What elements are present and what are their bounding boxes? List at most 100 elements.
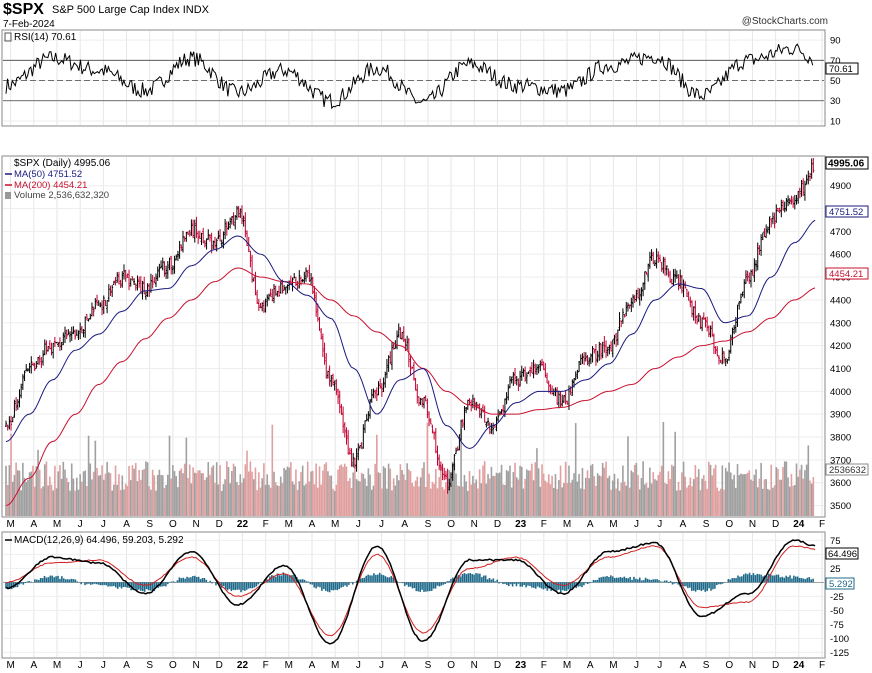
- volume-bar: [249, 461, 252, 516]
- macd-histogram-bar: [750, 575, 753, 583]
- macd-histogram-bar: [330, 582, 333, 591]
- price-value-badge-text: 4995.06: [828, 159, 865, 170]
- macd-histogram-bar: [332, 582, 335, 591]
- volume-bar: [428, 473, 430, 516]
- macd-histogram-bar: [240, 582, 242, 593]
- macd-histogram-bar: [62, 578, 65, 583]
- volume-bar: [585, 477, 587, 516]
- volume-bar: [200, 473, 203, 516]
- macd-histogram-bar: [621, 577, 624, 583]
- macd-histogram-bar: [434, 582, 437, 589]
- volume-bar: [357, 480, 360, 516]
- macd-histogram-bar: [806, 577, 809, 583]
- volume-bar: [502, 484, 505, 516]
- volume-bar: [141, 469, 144, 516]
- macd-histogram-bar: [20, 582, 23, 584]
- volume-bar: [301, 465, 304, 516]
- macd-histogram-bar: [592, 579, 595, 583]
- macd-histogram-bar: [299, 579, 302, 583]
- volume-bar: [564, 461, 567, 516]
- macd-histogram-bar: [371, 575, 373, 583]
- macd-legend: MACD(12,26,9) 64.496, 59.203, 5.292: [14, 535, 184, 546]
- volume-bar: [69, 490, 71, 516]
- volume-bar: [645, 482, 648, 516]
- x-tick-label: F: [263, 660, 269, 671]
- macd-histogram-bar: [37, 579, 40, 583]
- volume-bar: [300, 472, 302, 516]
- macd-histogram-bar: [12, 582, 15, 588]
- macd-histogram-bar: [234, 582, 237, 591]
- volume-bar: [499, 472, 501, 516]
- volume-bar: [573, 473, 575, 516]
- macd-histogram-bar: [459, 576, 462, 583]
- macd-tick-label: -25: [830, 592, 844, 603]
- volume-bar: [794, 484, 796, 516]
- macd-histogram-bar: [259, 581, 262, 583]
- volume-bar: [204, 479, 206, 516]
- ma200-value-badge-text: 4454.21: [829, 269, 863, 280]
- volume-bar: [436, 488, 439, 516]
- macd-histogram-bar: [785, 575, 787, 583]
- macd-histogram-bar: [253, 582, 256, 588]
- macd-histogram-bar: [215, 582, 217, 586]
- volume-bar: [197, 470, 199, 516]
- volume-bar: [146, 462, 149, 516]
- volume-bar: [526, 469, 528, 516]
- volume-bar: [325, 462, 328, 516]
- macd-histogram-bar: [802, 578, 805, 583]
- x-tick-label: J: [379, 660, 384, 671]
- macd-histogram-bar: [746, 574, 749, 583]
- macd-histogram-bar: [812, 578, 814, 583]
- macd-histogram-bar: [494, 581, 497, 583]
- price-legend: $SPX (Daily) 4995.06: [14, 158, 111, 169]
- volume-bar: [209, 474, 211, 516]
- volume-bar: [446, 478, 449, 516]
- x-tick-label: O: [169, 519, 177, 530]
- macd-histogram-bar: [290, 575, 292, 583]
- x-tick-label: 22: [237, 660, 249, 671]
- x-tick-label: 24: [793, 519, 805, 530]
- volume-bar: [376, 434, 378, 516]
- volume-bar: [318, 466, 321, 516]
- macd-histogram-bar: [677, 582, 680, 585]
- volume-bar: [790, 473, 793, 516]
- volume-bar: [441, 487, 444, 516]
- macd-histogram-bar: [617, 577, 620, 583]
- macd-histogram-bar: [506, 582, 508, 585]
- macd-histogram-bar: [544, 582, 547, 589]
- volume-bar: [650, 483, 653, 516]
- volume-bar: [465, 481, 467, 516]
- volume-bar: [804, 470, 806, 516]
- macd-histogram-bar: [779, 577, 782, 583]
- macd-histogram-bar: [552, 582, 554, 590]
- volume-bar: [11, 481, 14, 516]
- x-tick-label: A: [680, 660, 687, 671]
- macd-histogram-bar: [531, 582, 533, 588]
- volume-bar: [291, 481, 294, 516]
- macd-histogram-bar: [9, 582, 11, 590]
- volume-bar: [214, 482, 216, 516]
- macd-histogram-bar: [644, 577, 647, 583]
- volume-bar: [544, 480, 547, 516]
- volume-bar: [652, 472, 655, 516]
- macd-histogram-bar: [741, 576, 743, 583]
- volume-bar: [598, 475, 601, 516]
- volume-bar: [443, 489, 446, 516]
- volume-bar: [670, 464, 673, 516]
- macd-histogram-bar: [561, 582, 564, 591]
- volume-bar: [54, 465, 56, 516]
- macd-histogram-bar: [180, 578, 183, 583]
- volume-bar: [512, 472, 515, 516]
- macd-histogram-bar: [18, 582, 21, 585]
- volume-bar: [207, 462, 210, 516]
- volume-bar: [782, 466, 784, 516]
- volume-bar: [745, 474, 747, 516]
- macd-histogram-bar: [39, 577, 42, 583]
- macd-panel: [1, 531, 826, 659]
- macd-histogram-bar: [307, 581, 310, 583]
- x-tick-label: J: [634, 519, 639, 530]
- x-tick-label: M: [53, 660, 61, 671]
- price-tick-label: 3900: [830, 410, 851, 421]
- macd-histogram-bar: [436, 582, 439, 586]
- ma50-legend: MA(50) 4751.52: [14, 169, 82, 180]
